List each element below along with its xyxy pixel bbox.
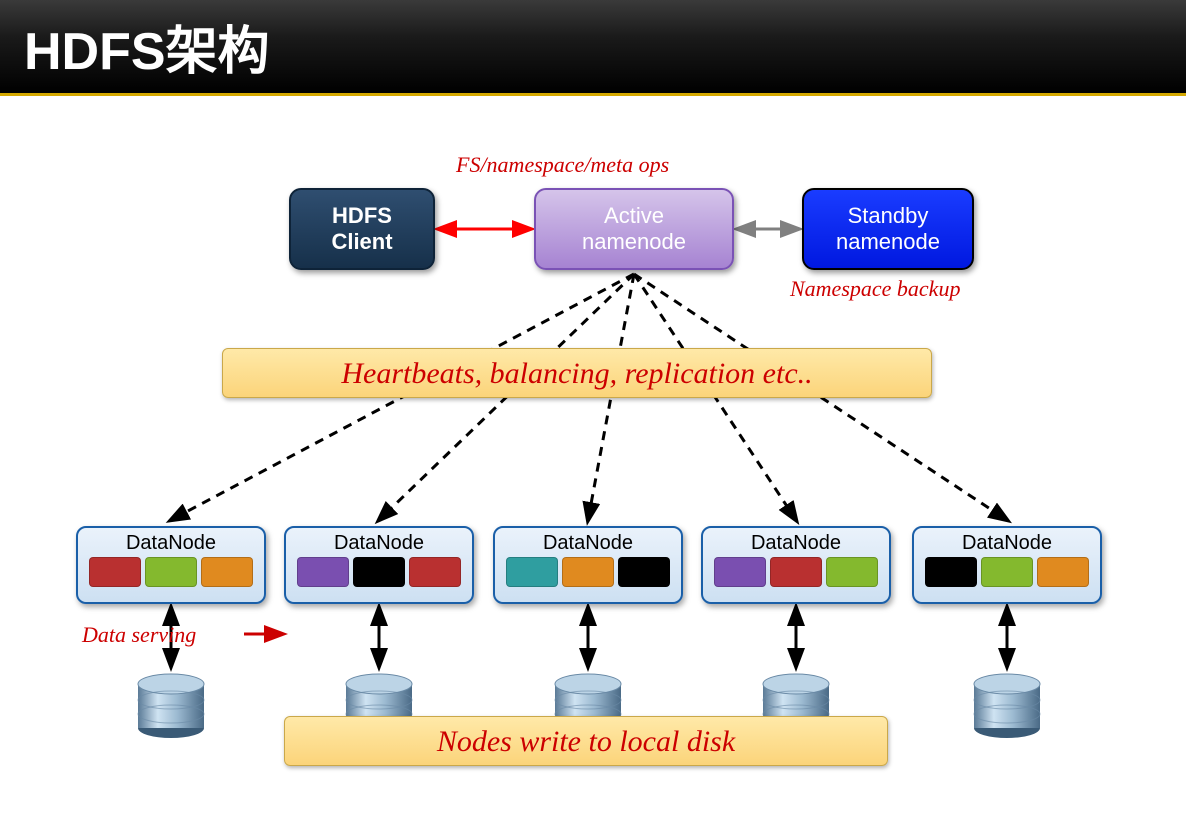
slide-title: HDFS架构 (24, 9, 270, 84)
datanode: DataNode (912, 526, 1102, 604)
disk-icon (134, 670, 208, 740)
datanode: DataNode (76, 526, 266, 604)
data-block (145, 557, 197, 587)
datanode-label: DataNode (86, 532, 256, 555)
node-line2: namenode (582, 229, 686, 255)
block-row (711, 557, 881, 587)
data-block (1037, 557, 1089, 587)
data-block (770, 557, 822, 587)
block-row (922, 557, 1092, 587)
block-row (294, 557, 464, 587)
node-hdfs-client: HDFSClient (289, 188, 435, 270)
data-block (409, 557, 461, 587)
node-standby-namenode: Standbynamenode (802, 188, 974, 270)
node-line1: HDFS (332, 203, 392, 229)
node-line1: Active (604, 203, 664, 229)
annotation-fs-ops: FS/namespace/meta ops (456, 152, 669, 178)
banner-local-disk: Nodes write to local disk (284, 716, 888, 766)
banner-local-disk-text: Nodes write to local disk (437, 725, 735, 758)
data-block (297, 557, 349, 587)
slide-header: HDFS架构 (0, 0, 1186, 96)
block-row (86, 557, 256, 587)
annotation-namespace-backup: Namespace backup (790, 276, 960, 302)
datanode-label: DataNode (503, 532, 673, 555)
block-row (503, 557, 673, 587)
node-line2: namenode (836, 229, 940, 255)
data-block (201, 557, 253, 587)
diagram-area: FS/namespace/meta ops HDFSClient Activen… (0, 96, 1186, 816)
datanode-label: DataNode (294, 532, 464, 555)
datanode-label: DataNode (922, 532, 1092, 555)
data-block (562, 557, 614, 587)
disk-icon (970, 670, 1044, 740)
node-line2: Client (331, 229, 392, 255)
data-block (506, 557, 558, 587)
datanode: DataNode (493, 526, 683, 604)
node-active-namenode: Activenamenode (534, 188, 734, 270)
datanode-label: DataNode (711, 532, 881, 555)
data-block (826, 557, 878, 587)
banner-heartbeats-text: Heartbeats, balancing, replication etc.. (341, 357, 812, 390)
annotation-data-serving: Data serving (82, 622, 196, 648)
banner-heartbeats: Heartbeats, balancing, replication etc.. (222, 348, 932, 398)
data-block (925, 557, 977, 587)
datanode: DataNode (284, 526, 474, 604)
data-block (89, 557, 141, 587)
datanode: DataNode (701, 526, 891, 604)
data-block (714, 557, 766, 587)
data-block (618, 557, 670, 587)
node-line1: Standby (848, 203, 929, 229)
data-block (353, 557, 405, 587)
data-block (981, 557, 1033, 587)
